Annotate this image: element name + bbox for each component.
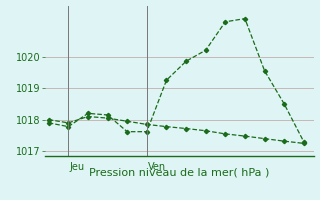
Text: Jeu: Jeu (69, 162, 84, 172)
Text: Ven: Ven (148, 162, 166, 172)
X-axis label: Pression niveau de la mer( hPa ): Pression niveau de la mer( hPa ) (89, 167, 269, 177)
